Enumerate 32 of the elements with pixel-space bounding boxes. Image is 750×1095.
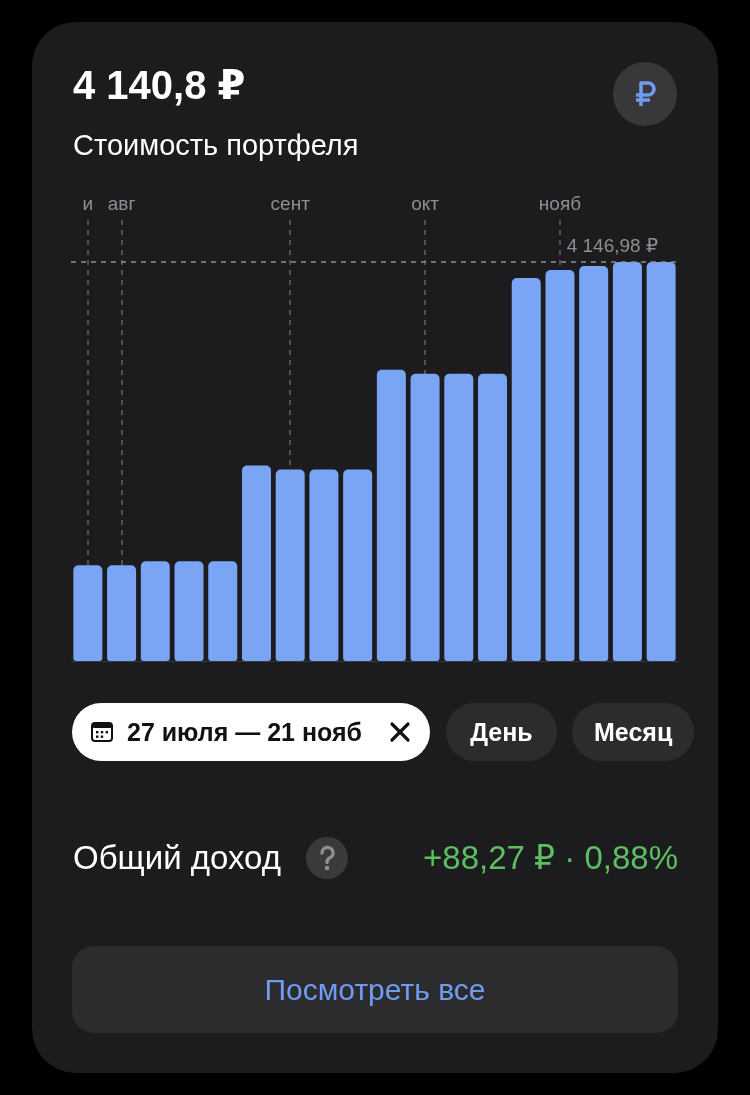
x-tick-label: и: [82, 193, 94, 214]
bar: [444, 373, 474, 661]
bar: [275, 469, 305, 661]
text: Общий доход: [73, 839, 282, 876]
bar: [646, 262, 676, 661]
bar: [478, 373, 508, 661]
x-tick-label: сент: [270, 193, 311, 214]
chart-subtitle: Стоимость портфеля: [73, 128, 359, 163]
bar: [343, 469, 373, 661]
bar: [612, 262, 642, 661]
bar: [579, 265, 609, 661]
bar: [511, 277, 541, 661]
bar: [545, 269, 575, 661]
bar: [309, 469, 339, 661]
bar: [73, 565, 103, 661]
period-chip: Месяц: [572, 703, 695, 761]
ref-line-label: 4 146,98 ₽: [566, 235, 658, 256]
period-chip: День: [446, 703, 557, 761]
bar: [140, 561, 170, 661]
text: +88,27 ₽ · 0,88%: [423, 839, 678, 876]
bar: [107, 565, 137, 661]
date-range-chip: 27 июля — 21 нояб: [72, 703, 430, 761]
bar: [410, 373, 440, 661]
x-tick-label: окт: [411, 193, 440, 214]
x-tick-label: авг: [107, 193, 136, 214]
bar: [376, 369, 406, 661]
chart-title: 4 140,8 ₽: [73, 62, 246, 108]
bar: [208, 561, 238, 661]
button: Посмотреть все: [72, 946, 678, 1033]
bar: [174, 561, 204, 661]
x-tick-label: нояб: [538, 193, 582, 214]
bar: [241, 465, 271, 661]
